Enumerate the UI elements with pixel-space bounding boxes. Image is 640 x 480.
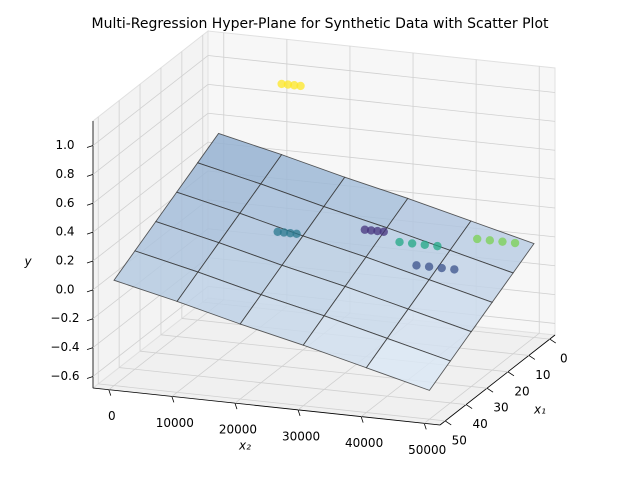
grid-line	[207, 112, 556, 151]
x2-tick-label: 40000	[345, 436, 383, 450]
y-tick-label: −0.6	[50, 369, 79, 383]
grid-line	[98, 383, 446, 422]
grid-line	[92, 84, 209, 175]
tick-mark	[423, 423, 427, 430]
scatter-point	[273, 227, 282, 237]
scatter-point	[395, 237, 404, 247]
x1-tick-label: 50	[452, 433, 467, 447]
axis-line	[92, 387, 441, 426]
grid-line	[207, 55, 556, 93]
tick-mark	[465, 404, 473, 409]
y-tick-label: −0.2	[50, 311, 79, 325]
scatter-point	[360, 225, 370, 234]
y-tick-label: 0.6	[55, 196, 74, 210]
y-tick-label: 0.8	[55, 167, 74, 181]
grid-line	[92, 141, 209, 233]
scatter-point	[286, 228, 295, 238]
scatter-point	[379, 227, 388, 236]
tick-mark	[86, 174, 94, 177]
scatter-point	[473, 234, 482, 244]
scatter-point	[437, 263, 446, 273]
scatter-point	[407, 239, 417, 248]
x2-tick-label: 50000	[408, 443, 446, 457]
tick-mark	[507, 371, 515, 377]
tick-mark	[86, 347, 94, 350]
tick-mark	[86, 231, 94, 235]
axis-line	[439, 334, 556, 426]
tick-mark	[86, 202, 94, 206]
grid-line	[207, 141, 556, 180]
grid-line	[119, 367, 467, 405]
y-tick-label: 1.0	[55, 138, 74, 152]
tick-mark	[86, 260, 94, 264]
scatter	[273, 79, 520, 274]
scatter-point	[424, 262, 434, 271]
x1-tick-label: 10	[535, 368, 550, 382]
scatter-point	[510, 238, 520, 248]
x1-tick-label: 20	[514, 384, 529, 398]
x1-tick-label: 0	[560, 352, 568, 366]
tick-mark	[549, 338, 556, 344]
x2-axis-label: x₂	[238, 439, 251, 453]
scatter-point	[498, 237, 507, 246]
chart-title: Multi-Regression Hyper-Plane for Synthet…	[92, 16, 550, 32]
tick-mark	[86, 376, 94, 379]
y-tick-label: 0.4	[55, 225, 74, 239]
scatter-point	[366, 226, 376, 235]
scatter-point	[485, 236, 495, 245]
scatter-point	[373, 226, 382, 236]
surface	[113, 132, 535, 391]
x2-tick-label: 20000	[219, 423, 257, 437]
x2-tick-label: 30000	[282, 429, 320, 443]
scatter-point	[292, 229, 301, 239]
y-axis-label: y	[23, 255, 32, 269]
tick-mark	[360, 416, 364, 423]
surface-patch	[365, 337, 452, 391]
tick-mark	[86, 318, 94, 322]
tick-mark	[86, 145, 94, 148]
grid-line	[207, 84, 556, 122]
tick-mark	[297, 409, 301, 416]
tick-mark	[234, 403, 238, 410]
tick-mark	[171, 396, 175, 403]
scatter-point	[279, 228, 289, 237]
tick-mark	[445, 420, 452, 426]
y-tick-label: 0.2	[55, 253, 74, 267]
y-tick-label: 0.0	[55, 282, 74, 296]
scatter-point	[290, 81, 299, 90]
labels: 0 10000 20000 30000 40000 50000 0 10 20 30 40 50 −0.…	[50, 138, 567, 457]
grid-line	[92, 112, 209, 204]
tick-mark	[528, 355, 536, 360]
grid-line	[423, 333, 540, 424]
x2-tick-label: 0	[108, 409, 116, 423]
y-tick-label: −0.4	[50, 340, 79, 354]
tick-mark	[86, 289, 94, 293]
scatter-point	[283, 80, 293, 89]
x1-axis-label: x₁	[533, 403, 546, 417]
x1-tick-label: 40	[472, 417, 487, 431]
scatter-point	[420, 240, 429, 249]
scatter-point	[412, 261, 421, 270]
tick-mark	[486, 387, 494, 393]
scatter-point	[296, 81, 305, 91]
grid-line	[108, 299, 225, 390]
x1-tick-label: 30	[493, 401, 508, 415]
scatter-point	[433, 241, 442, 251]
scatter-point	[450, 265, 459, 274]
tick-mark	[108, 389, 112, 396]
scatter-point	[277, 79, 286, 89]
grid-line	[92, 55, 209, 146]
x2-tick-label: 10000	[156, 416, 194, 430]
